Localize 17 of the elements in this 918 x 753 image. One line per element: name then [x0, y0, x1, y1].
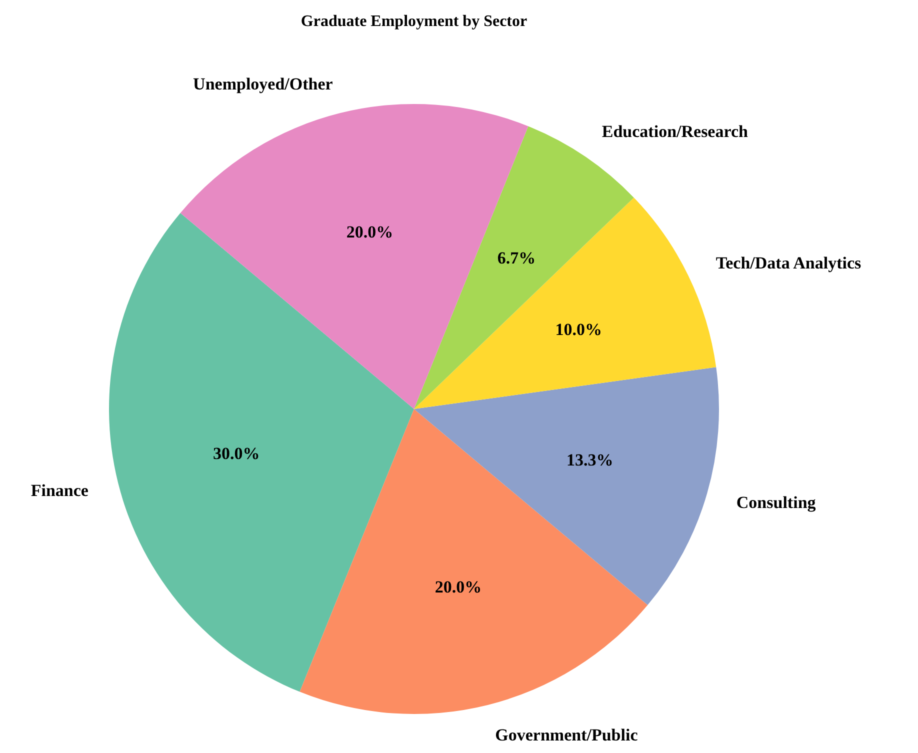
pie-slice [109, 212, 414, 692]
slice-label: Government/Public [495, 725, 638, 744]
data-label: 20.0% [346, 222, 394, 242]
data-label: 10.0% [555, 320, 602, 340]
chart-title: Graduate Employment by Sector [300, 13, 528, 30]
pie-slice [414, 367, 719, 606]
slice-label: Education/Research [602, 122, 749, 142]
slice-label: Unemployed/Other [193, 74, 334, 94]
pie-slice [414, 198, 716, 409]
data-label: 20.0% [434, 578, 482, 597]
slice-label: Finance [30, 481, 89, 500]
data-label: 30.0% [213, 444, 260, 464]
slice-label: Tech/Data Analytics [716, 254, 862, 273]
slice-label: Consulting [736, 492, 816, 512]
data-label: 13.3% [566, 450, 614, 470]
data-label: 6.7% [497, 248, 536, 268]
pie-slice [300, 409, 648, 714]
